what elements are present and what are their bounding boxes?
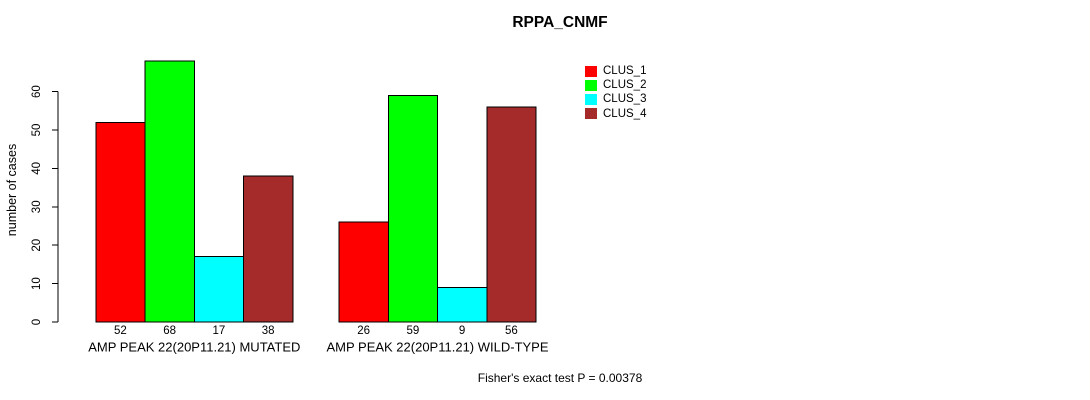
legend-swatch-clus_1 [585,65,597,77]
legend-label: CLUS_4 [603,107,647,120]
legend-item: CLUS_2 [585,78,646,92]
legend-swatch-clus_2 [585,79,597,91]
y-tick-label: 20 [31,239,43,252]
bar-value-label: 59 [406,325,419,337]
y-tick-label: 10 [31,277,43,290]
bar-value-label: 17 [213,325,226,337]
y-tick-label: 0 [31,319,43,325]
legend-swatch-clus_4 [585,108,597,120]
legend-label: CLUS_3 [603,93,647,106]
bar-clus_3-group2 [437,286,488,323]
bar-value-label: 38 [262,325,275,337]
x-category-label: AMP PEAK 22(20P11.21) MUTATED [88,340,300,355]
legend-swatch-clus_3 [585,93,597,105]
legend-item: CLUS_1 [585,64,646,78]
y-axis-label: number of cases [5,144,19,236]
bar-value-label: 56 [505,325,518,337]
bar-value-label: 52 [114,325,127,337]
legend-item: CLUS_3 [585,92,646,106]
bar-clus_2-group2 [387,94,438,323]
y-tick-label: 40 [31,162,43,175]
bar-clus_1-group1 [95,121,146,323]
bar-clus_3-group1 [193,256,245,323]
bar-clus_2-group1 [144,60,195,323]
y-tick-label: 60 [31,85,43,98]
chart-title: RPPA_CNMF [512,14,608,31]
x-category-label: AMP PEAK 22(20P11.21) WILD-TYPE [326,340,548,355]
bar-clus_4-group1 [243,175,294,323]
legend-item: CLUS_4 [585,107,646,121]
bar-value-label: 9 [459,325,465,337]
legend-label: CLUS_1 [603,65,647,78]
legend-label: CLUS_2 [603,79,647,92]
y-tick-label: 50 [31,124,43,137]
fisher-test-note: Fisher's exact test P = 0.00378 [477,371,643,385]
bar-clus_4-group2 [486,106,537,323]
bar-value-label: 68 [163,325,176,337]
bar-value-label: 26 [357,325,370,337]
y-tick-label: 30 [31,200,43,213]
legend: CLUS_1 CLUS_2 CLUS_3 CLUS_4 [585,64,646,121]
bar-clus_1-group2 [338,221,389,323]
